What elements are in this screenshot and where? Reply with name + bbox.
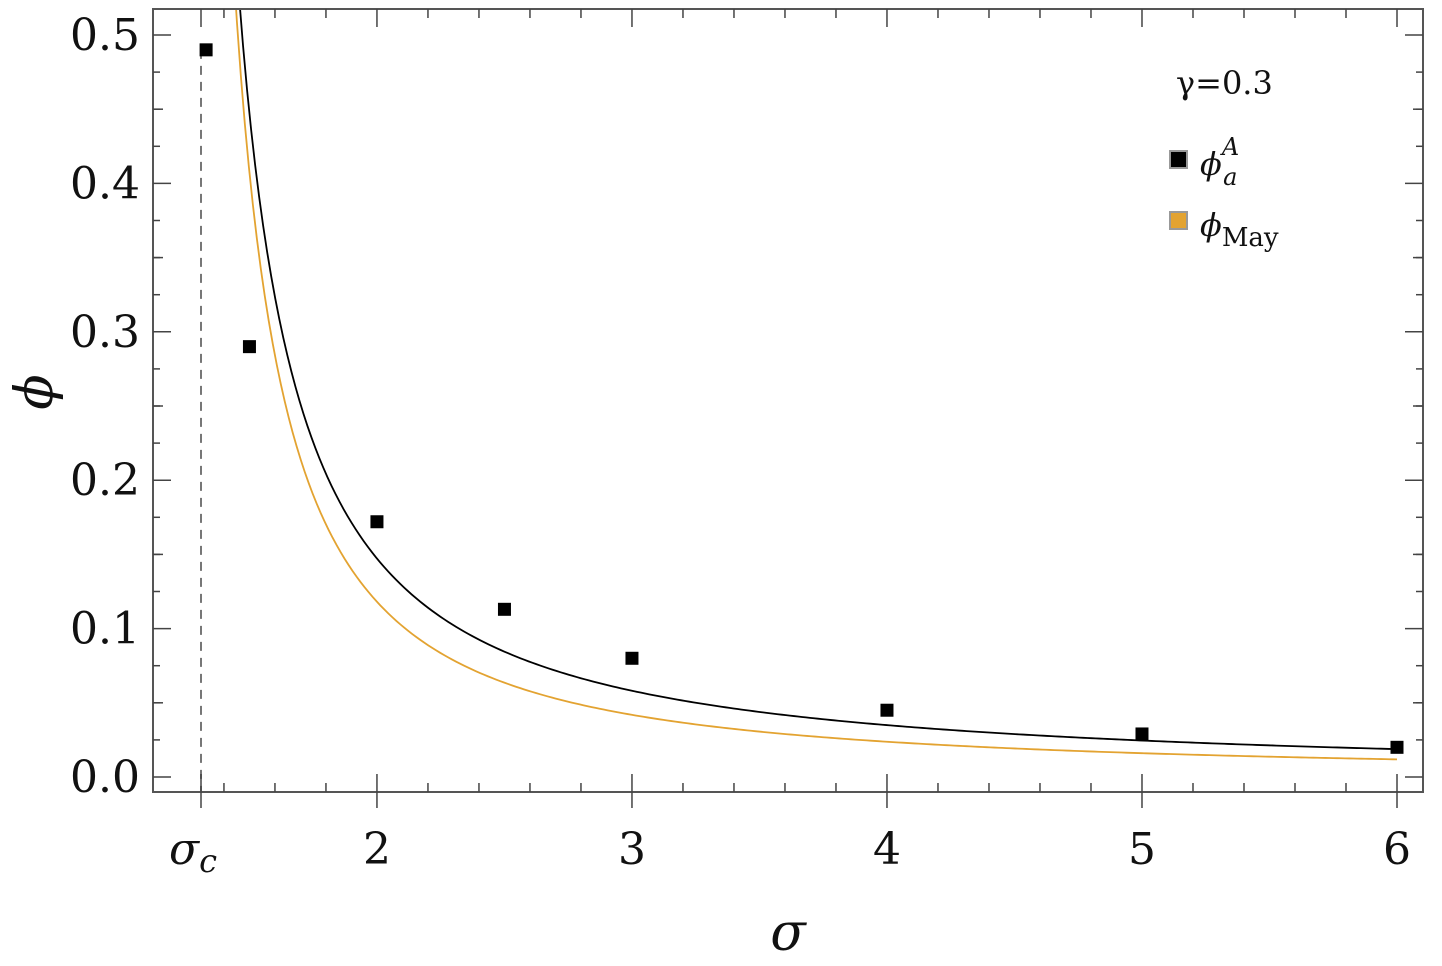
legend-marker-phi-may [1169, 211, 1188, 230]
legend-phi-a-base: ϕ [1200, 145, 1222, 183]
y-tick-label: 0.1 [70, 604, 140, 655]
data-point-phi-a [625, 651, 639, 665]
y-tick-label: 0.5 [70, 10, 140, 61]
y-tick-label: 0.2 [70, 455, 140, 506]
tick-labels-layer: 0.0 0.1 0.2 0.3 0.4 0.5 σc 2 3 4 5 6 [70, 10, 1411, 880]
x-tick-label: σc [169, 824, 217, 880]
y-tick-label: 0.4 [70, 158, 140, 209]
x-axis-title: σ [770, 903, 807, 963]
y-tick-label: 0.0 [70, 752, 140, 803]
legend-phi-may-base: ϕ [1200, 206, 1222, 244]
y-axis-title: ϕ [5, 374, 65, 409]
legend: ϕA a ϕMay [1169, 133, 1279, 253]
data-point-phi-a [497, 602, 511, 616]
x-tick-label: 2 [363, 824, 391, 875]
data-point-phi-a [1390, 740, 1404, 754]
markers-layer [199, 43, 1404, 754]
data-point-phi-a [1135, 727, 1149, 741]
legend-phi-a-sub: a [1223, 163, 1237, 191]
plot-frame [152, 8, 1424, 793]
data-point-phi-a [880, 703, 894, 717]
x-tick-label: 6 [1383, 824, 1411, 875]
x-tick-label: 3 [618, 824, 646, 875]
legend-marker-phi-a [1169, 150, 1188, 169]
ticks-layer [153, 9, 1423, 808]
x-tick-label: 5 [1128, 824, 1156, 875]
curves-layer [235, 9, 1398, 761]
y-tick-label: 0.3 [70, 307, 140, 358]
fit-curve-1 [235, 9, 1398, 761]
data-point-phi-a [370, 515, 384, 529]
gamma-annotation: γ=0.3 [1176, 64, 1273, 102]
x-tick-label: 4 [873, 824, 901, 875]
legend-phi-may-sub: May [1222, 223, 1279, 253]
fit-curve-0 [239, 9, 1398, 751]
data-point-phi-a [242, 340, 256, 354]
legend-label-phi-may: ϕMay [1200, 206, 1279, 253]
legend-label-phi-a: ϕA a [1200, 133, 1239, 191]
legend-phi-a-sup: A [1220, 133, 1239, 161]
data-point-phi-a [199, 43, 213, 57]
